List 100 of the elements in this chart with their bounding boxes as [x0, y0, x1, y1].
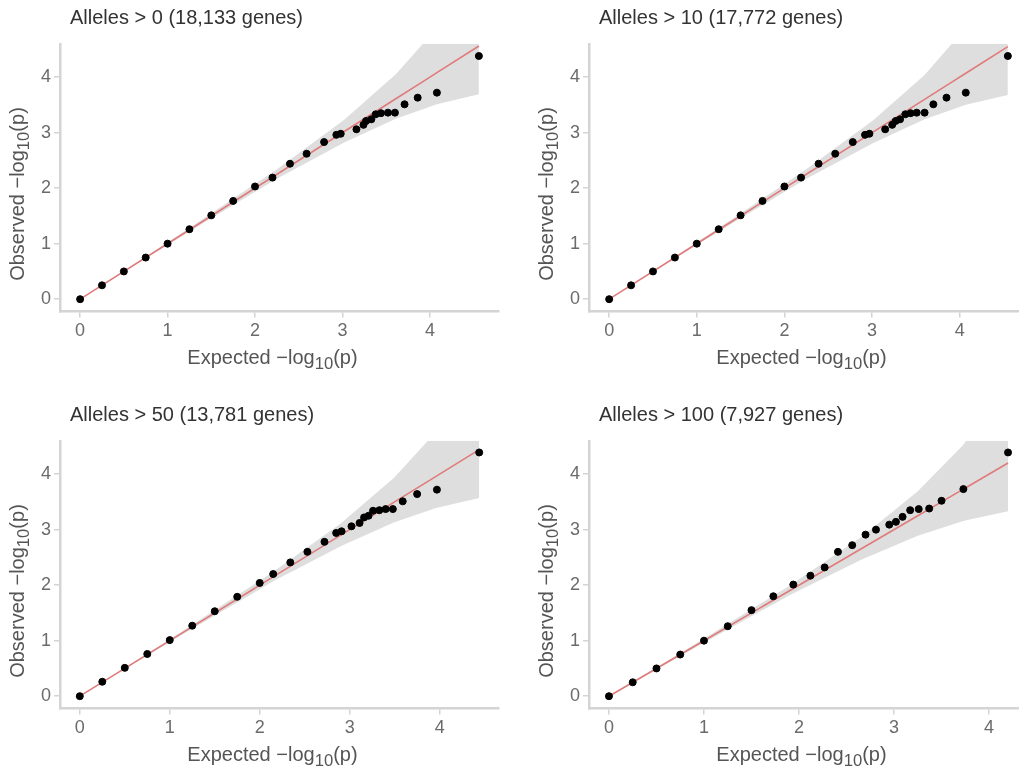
point	[320, 537, 329, 546]
point	[676, 650, 685, 659]
x-tick-label: 1	[162, 320, 173, 341]
point	[364, 511, 373, 520]
point	[390, 108, 399, 117]
point	[959, 485, 968, 494]
point	[912, 108, 921, 117]
point	[119, 267, 128, 276]
point	[381, 505, 390, 514]
point	[937, 496, 946, 505]
point	[388, 505, 397, 514]
x-tick-label: 1	[698, 717, 709, 738]
x-tick-label: 4	[984, 717, 995, 738]
point	[413, 93, 422, 102]
point	[375, 506, 384, 515]
y-tick-label: 0	[570, 288, 581, 309]
y-tick-label: 0	[570, 685, 581, 706]
point	[475, 448, 484, 457]
y-tick-label: 4	[570, 66, 581, 87]
x-tick-label: 0	[75, 320, 86, 341]
point	[881, 125, 890, 134]
point	[352, 125, 361, 134]
point	[367, 115, 376, 124]
point	[961, 88, 970, 97]
x-tick-label: 2	[794, 717, 805, 738]
point	[648, 267, 657, 276]
chart-title: Alleles > 100 (7,927 genes)	[599, 403, 844, 426]
point	[474, 52, 483, 61]
point	[255, 578, 264, 587]
point	[833, 547, 842, 556]
point	[848, 138, 857, 147]
y-tick-label: 3	[570, 518, 581, 539]
y-tick-label: 3	[41, 121, 52, 142]
point	[141, 253, 150, 262]
point	[652, 664, 661, 673]
point	[861, 530, 870, 539]
point	[604, 692, 613, 701]
x-tick-label: 2	[254, 717, 265, 738]
point	[383, 108, 392, 117]
x-tick-label: 0	[74, 717, 85, 738]
point	[120, 663, 129, 672]
point	[758, 196, 767, 205]
point	[789, 580, 798, 589]
x-axis-title: Expected −log$_{10}$(p)	[715, 743, 888, 771]
y-tick-label: 1	[41, 629, 52, 650]
point	[97, 281, 106, 290]
x-tick-label: 3	[337, 320, 348, 341]
point	[398, 497, 407, 506]
point	[906, 506, 915, 515]
y-tick-label: 2	[570, 574, 581, 595]
y-tick-label: 2	[570, 177, 581, 198]
point	[929, 100, 938, 109]
point	[871, 525, 880, 534]
point	[185, 225, 194, 234]
y-tick-label: 1	[41, 232, 52, 253]
chart-title: Alleles > 10 (17,772 genes)	[599, 6, 844, 29]
y-tick-label: 4	[41, 463, 52, 484]
point	[233, 592, 242, 601]
point	[269, 570, 278, 579]
x-tick-label: 4	[434, 717, 445, 738]
x-tick-label: 4	[954, 320, 965, 341]
point	[692, 239, 701, 248]
y-tick-label: 4	[570, 463, 581, 484]
x-axis-title: Expected −log$_{10}$(p)	[715, 346, 888, 374]
point	[207, 211, 216, 220]
point	[848, 541, 857, 550]
point	[432, 485, 441, 494]
point	[1004, 448, 1013, 457]
point	[286, 159, 294, 168]
point	[699, 636, 708, 645]
point	[769, 592, 778, 601]
y-tick-label: 1	[570, 629, 581, 650]
point	[400, 100, 409, 109]
point	[797, 173, 806, 182]
point	[75, 692, 84, 701]
point	[251, 182, 260, 191]
x-tick-label: 3	[344, 717, 355, 738]
point	[885, 520, 894, 529]
point	[413, 490, 422, 499]
point	[898, 512, 907, 521]
x-tick-label: 1	[164, 717, 175, 738]
x-tick-label: 2	[779, 320, 790, 341]
point	[605, 295, 614, 304]
point	[736, 211, 745, 220]
point	[806, 571, 815, 580]
point	[320, 138, 329, 147]
point	[891, 517, 900, 526]
chart-title: Alleles > 50 (13,781 genes)	[70, 403, 315, 426]
point	[98, 677, 107, 686]
point	[747, 606, 756, 615]
point	[268, 173, 277, 182]
point	[925, 504, 934, 513]
point	[188, 621, 197, 630]
x-tick-label: 0	[603, 717, 614, 738]
point	[432, 88, 441, 97]
point	[286, 558, 295, 567]
point	[628, 678, 637, 687]
x-tick-label: 1	[691, 320, 702, 341]
x-tick-label: 4	[424, 320, 435, 341]
point	[163, 239, 172, 248]
